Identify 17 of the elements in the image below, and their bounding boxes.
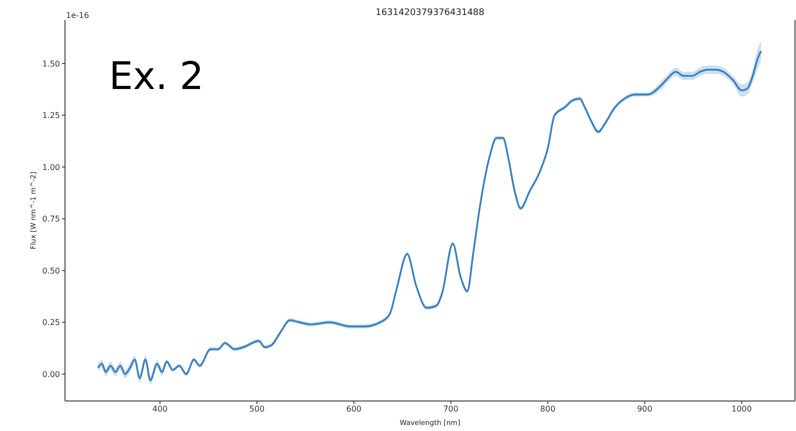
x-tick-label: 900 <box>637 404 652 414</box>
x-tick-label: 600 <box>346 404 362 414</box>
annotation: Ex. 2 <box>109 54 204 98</box>
chart-title: 1631420379376431488 <box>376 8 484 18</box>
y-tick-label: 1.00 <box>42 162 60 172</box>
y-tick-label: 0.50 <box>42 266 60 276</box>
x-tick-label: 800 <box>540 404 556 414</box>
y-tick-label: 0.25 <box>42 318 60 328</box>
y-tick-label: 1.25 <box>42 111 60 120</box>
y-tick-label: 1.50 <box>42 59 60 68</box>
x-tick-label: 700 <box>443 404 458 414</box>
y-tick-label: 0.75 <box>42 214 60 224</box>
y-tick-label: 0.00 <box>42 370 60 379</box>
x-tick-label: 400 <box>152 404 168 414</box>
x-tick-label: 500 <box>249 404 265 414</box>
text: 1e-16 <box>66 11 90 20</box>
x-tick-label: 1000 <box>732 404 752 414</box>
